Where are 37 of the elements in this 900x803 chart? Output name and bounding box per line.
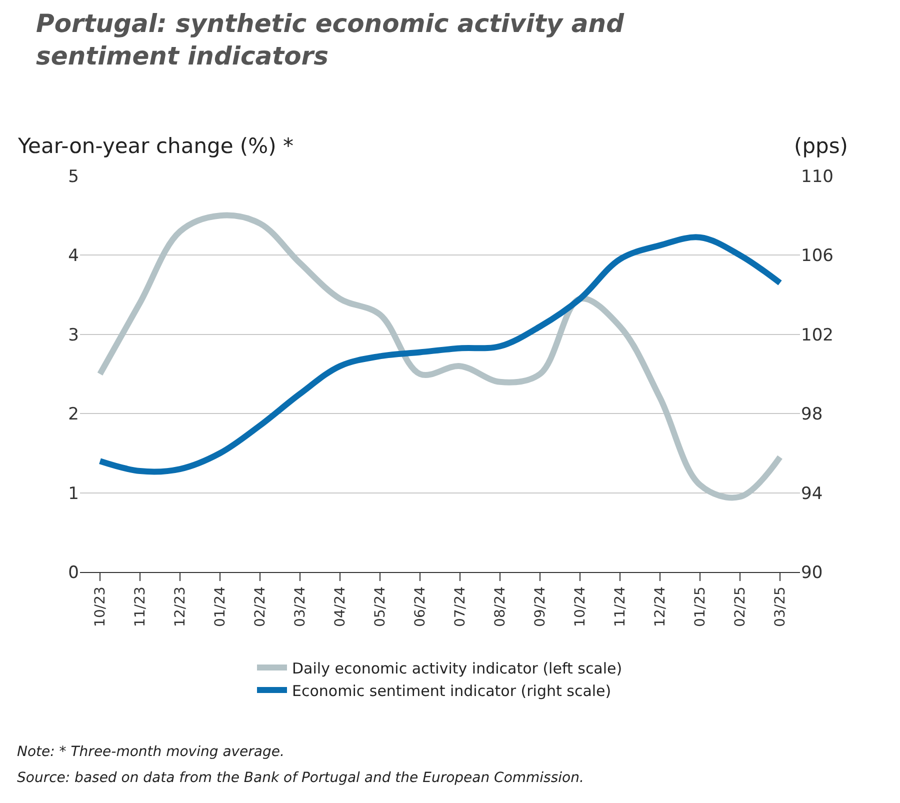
x-tick-label: 07/24 [452, 586, 469, 627]
y2-axis-title: (pps) [794, 134, 848, 158]
y-tick-label: 4 [68, 246, 79, 266]
x-tick-label: 09/24 [532, 586, 549, 627]
y-tick-label: 0 [68, 562, 79, 583]
y2-tick-label: 102 [801, 325, 834, 346]
x-tick-label: 12/23 [172, 586, 189, 627]
chart-title: Portugal: synthetic economic activity and sentiment indicators [36, 9, 626, 71]
y-tick-label: 3 [68, 325, 79, 346]
x-tick-label: 11/23 [132, 586, 149, 627]
source-note: Source: based on data from the Bank of Portugal and the European Commission. [17, 770, 584, 786]
x-tick-label: 10/23 [92, 586, 109, 627]
y-axis-title: Year-on-year change (%) * [17, 134, 294, 158]
x-tick-label: 12/24 [652, 586, 669, 627]
x-tick-label: 04/24 [332, 586, 349, 627]
x-tick-label: 01/24 [212, 586, 229, 627]
text: Note: * Three-month moving average. [17, 744, 284, 760]
legend-label: Economic sentiment indicator (right scale) [292, 682, 612, 700]
y2-tick-label: 98 [801, 404, 823, 425]
x-tick-label: 03/24 [292, 586, 309, 627]
y-tick-label: 2 [68, 404, 79, 425]
y2-tick-label: 94 [801, 484, 823, 504]
x-tick-label: 06/24 [412, 586, 429, 627]
x-tick-label: 01/25 [692, 586, 709, 627]
y2-tick-label: 106 [801, 246, 834, 266]
x-tick-label: 03/25 [772, 586, 789, 627]
legend-label: Daily economic activity indicator (left scale) [292, 659, 622, 678]
x-tick-label: 11/24 [612, 586, 629, 627]
y2-tick-label: 90 [801, 562, 823, 583]
y-tick-label: 1 [68, 484, 79, 504]
x-tick-label: 02/25 [732, 586, 749, 627]
x-tick-label: 10/24 [572, 586, 589, 627]
y2-tick-label: 110 [801, 166, 834, 187]
x-tick-label: 05/24 [372, 586, 389, 627]
x-tick-label: 02/24 [252, 586, 269, 627]
x-tick-label: 08/24 [492, 586, 509, 627]
y-tick-label: 5 [68, 166, 79, 187]
